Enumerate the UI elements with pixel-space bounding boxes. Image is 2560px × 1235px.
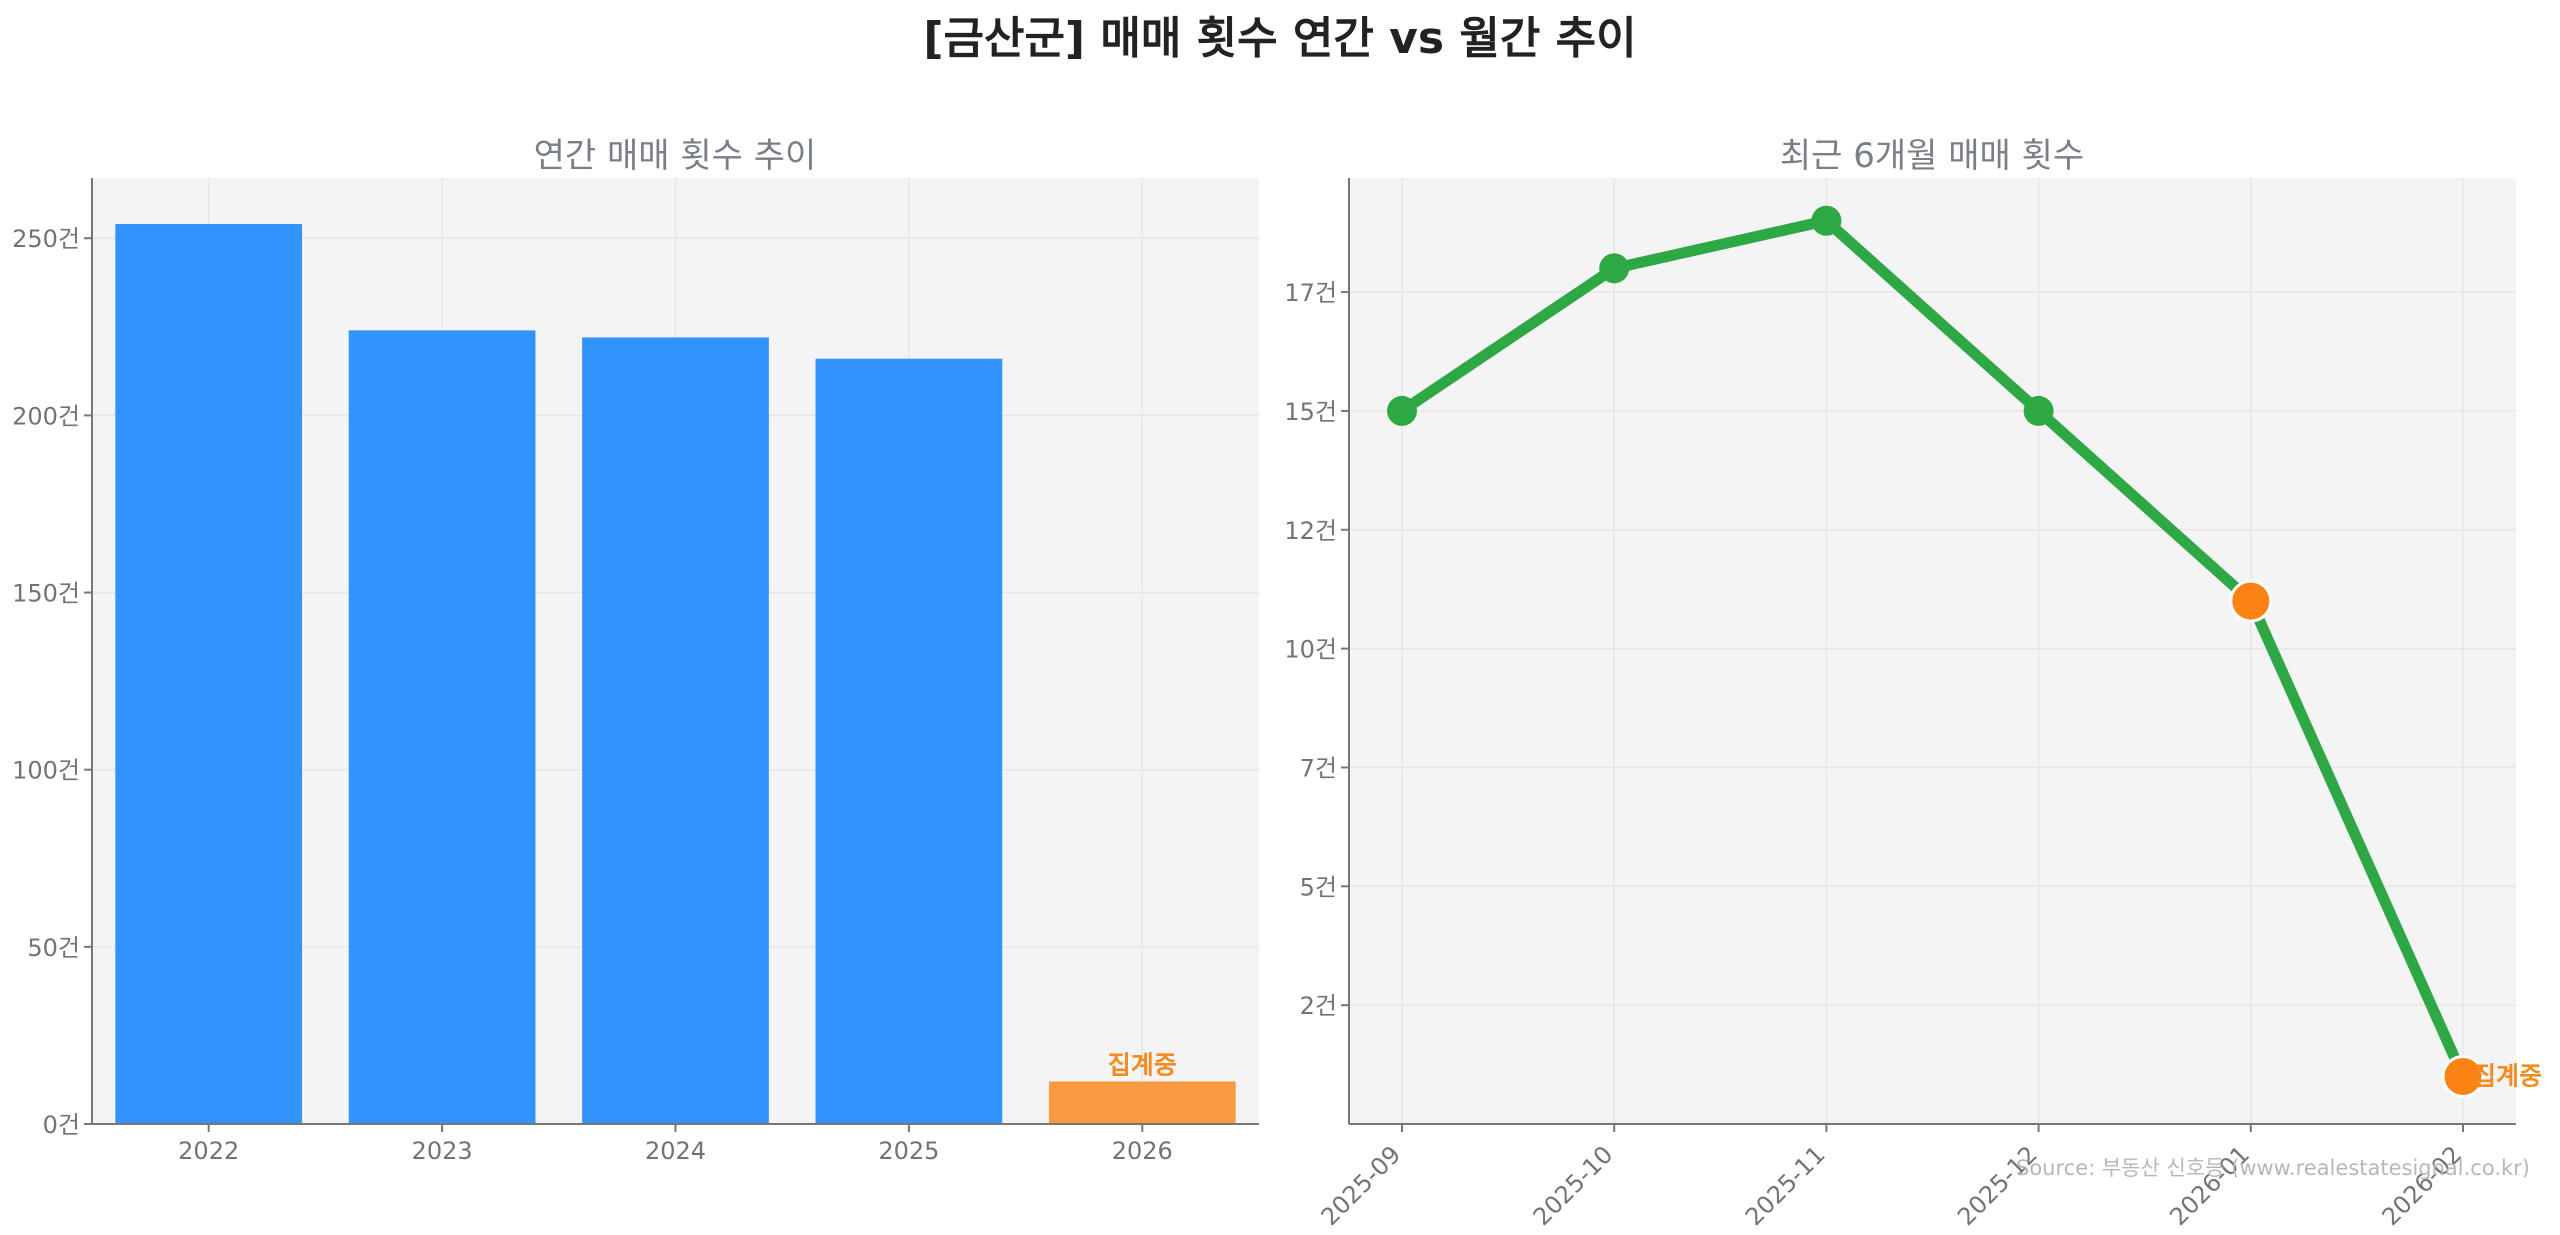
x-tick-label: 2025-12 [1952, 1140, 2043, 1231]
bar-2023 [348, 330, 536, 1124]
y-tick-label: 10건 [1284, 636, 1337, 664]
y-tick-label: 0건 [43, 1111, 80, 1139]
line-annotation-label: 집계중 [2473, 1061, 2542, 1090]
point-2025-12 [2023, 395, 2054, 426]
y-tick-label: 17건 [1284, 279, 1337, 307]
point-2025-09 [1387, 395, 1417, 426]
x-tick-label: 2022 [178, 1137, 239, 1165]
series-line [1396, 215, 2469, 1082]
x-tick-label: 2026-01 [2164, 1140, 2255, 1231]
line-chart-title: 최근 6개월 매매 횟수 [1780, 136, 2084, 176]
point-2025-11 [1811, 205, 1842, 236]
point-2026-01 [2229, 579, 2273, 623]
bar-marks [115, 224, 1236, 1124]
y-tick-label: 5건 [1300, 873, 1337, 901]
tick-labels: 0건 50건 100건 150건 200건 250건 2022 2023 2024 2025 202… [12, 225, 1173, 1165]
bar-chart-title: 연간 매매 횟수 추이 [534, 136, 817, 176]
bar-2025 [815, 358, 1003, 1124]
bar-2022 [115, 224, 303, 1124]
x-tick-label: 2025-09 [1316, 1140, 1407, 1231]
y-tick-label: 2건 [1300, 992, 1337, 1020]
monthly-line-chart: 2025-09 2025-10 2025-11 2025-12 2026-01 2026-… [1284, 136, 2542, 1231]
line-marks [1387, 205, 2485, 1098]
y-tick-label: 12건 [1284, 517, 1337, 545]
y-tick-label: 100건 [12, 757, 80, 785]
x-tick-label: 2025-11 [1740, 1140, 1831, 1231]
y-tick-label: 200건 [12, 402, 80, 430]
grid-lines [1349, 178, 2516, 1124]
x-tick-label: 2025 [878, 1137, 939, 1165]
plot-background [1349, 178, 2516, 1124]
chart-title: [금산군] 매매 횟수 연간 vs 월간 추이 [923, 13, 1637, 64]
x-tick-label: 2026 [1112, 1137, 1173, 1165]
y-tick-label: 15건 [1284, 398, 1337, 426]
y-tick-label: 250건 [12, 225, 80, 253]
point-2025-10 [1599, 253, 1630, 284]
x-tick-label: 2024 [645, 1137, 706, 1165]
y-tick-label: 7건 [1300, 754, 1337, 782]
y-tick-label: 50건 [27, 934, 80, 962]
point-2026-02 [2441, 1054, 2485, 1098]
bar-2024 [582, 337, 769, 1124]
bar-annotation-label: 집계중 [1108, 1050, 1177, 1079]
x-tick-label: 2023 [412, 1137, 473, 1165]
bar-2026 [1048, 1081, 1236, 1124]
x-tick-label: 2025-10 [1528, 1140, 1619, 1231]
x-tick-label: 2026-02 [2377, 1140, 2468, 1231]
y-tick-label: 150건 [12, 580, 80, 608]
source-label: Source: 부동산 신호등 (www.realestatesignal.co… [2016, 1156, 2530, 1180]
annual-bar-chart: 0건 50건 100건 150건 200건 250건 2022 2023 2024 2025 202… [12, 136, 1259, 1165]
